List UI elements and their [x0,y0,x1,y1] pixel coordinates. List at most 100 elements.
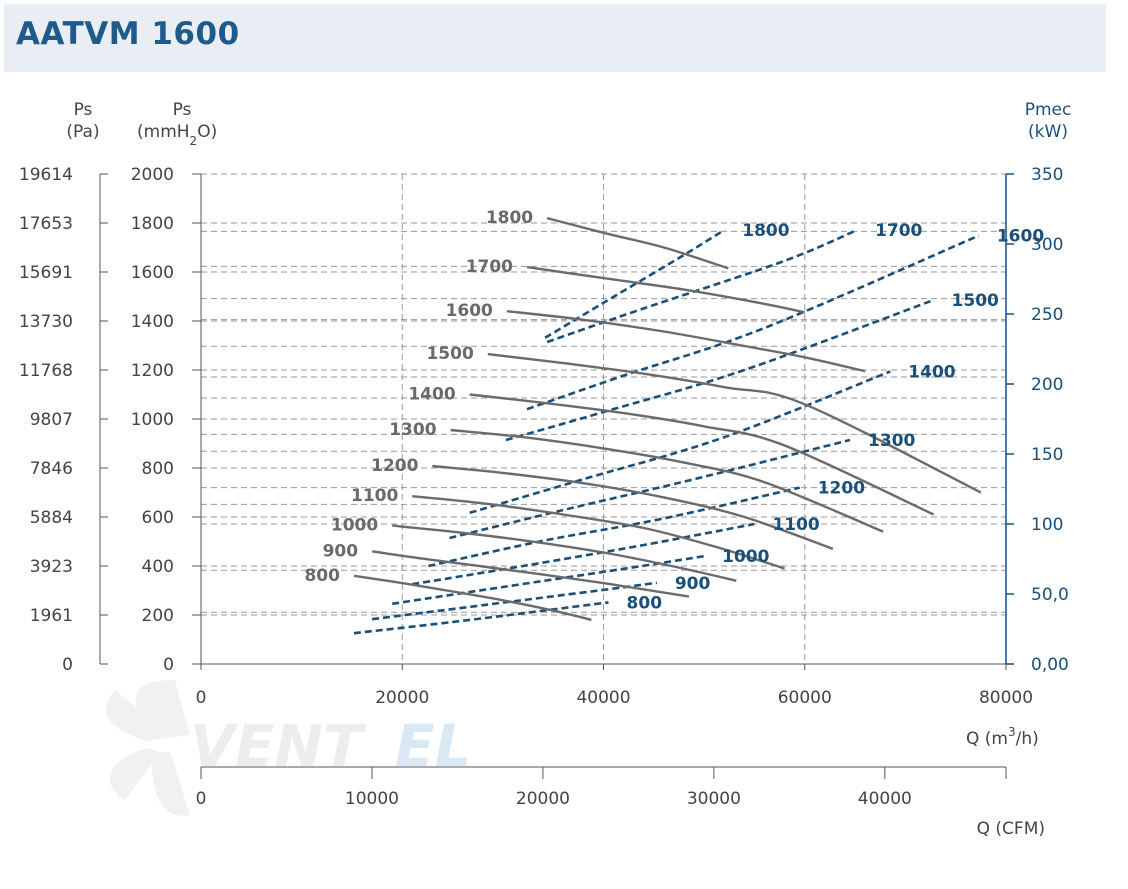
kw-tick-label: 0,00 [1031,655,1069,675]
pressure-curve-1000 [392,524,737,582]
grid [201,173,1006,664]
pressure-curve-1600 [506,310,866,373]
kw-tick-label: 250 [1031,305,1063,325]
power-curve-1800 [544,228,725,339]
pa-tick-label: 11768 [19,361,73,381]
pressure-curve-1400 [469,393,935,516]
power-label-900: 900 [675,574,711,594]
mm-tick-label: 0 [163,655,174,675]
cfm-tick-label: 30000 [687,789,741,809]
kw-tick-label: 150 [1031,445,1063,465]
kw-tick-label: 350 [1031,165,1063,185]
ps-mm-title: Ps [173,100,192,120]
mm-tick-label: 1600 [131,263,174,283]
kw-tick-label: 200 [1031,375,1063,395]
pressure-curve-900 [371,550,690,598]
q-tick-label: 80000 [979,688,1033,708]
power-curve-1700 [546,228,858,344]
pa-tick-label: 19614 [19,165,73,185]
pressure-label-1500: 1500 [426,344,473,364]
logo-text-el: EL [395,712,472,780]
pa-tick-label: 1961 [30,606,73,626]
mm-tick-label: 200 [142,606,174,626]
power-curve-1500 [505,298,935,442]
kw-tick-label: 50,0 [1031,585,1069,605]
pa-tick-label: 5884 [30,508,73,528]
pa-tick-label: 13730 [19,312,73,332]
power-label-1300: 1300 [868,431,915,451]
pa-tick-label: 3923 [30,557,73,577]
power-label-1100: 1100 [772,515,819,535]
pressure-curve-800 [353,574,592,622]
labels: 8009001000110012001300140015001600170018… [304,208,1044,613]
mm-tick-label: 800 [142,459,174,479]
power-curve-800 [353,601,609,635]
power-curve-1400 [469,370,891,515]
pressure-label-900: 900 [323,541,359,561]
mm-tick-label: 1200 [131,361,174,381]
pa-tick-label: 17653 [19,214,73,234]
chart-title: AATVM 1600 [16,16,240,52]
power-label-1200: 1200 [818,479,865,499]
q-tick-label: 60000 [778,688,832,708]
pressure-curve-1500 [487,352,982,494]
cfm-tick-label: 40000 [858,789,912,809]
power-label-1700: 1700 [875,221,922,241]
pressure-curve-1200 [432,464,834,551]
pressure-label-800: 800 [304,566,340,586]
pressure-curve-1700 [526,265,806,314]
axes: 19614 17653 15691 13730 11768 9807 7846 5884 392… [19,100,1071,839]
pressure-label-1800: 1800 [486,208,533,228]
q-tick-label: 0 [196,688,207,708]
kw-tick-label: 100 [1031,515,1063,535]
pressure-curve-1800 [546,216,729,270]
power-curve-1000 [392,554,705,606]
q-tick-label: 40000 [576,688,630,708]
pa-tick-label: 9807 [30,410,73,430]
pressure-label-1200: 1200 [371,456,418,476]
pressure-label-1100: 1100 [351,486,398,506]
mm-tick-label: 600 [142,508,174,528]
power-curve-1200 [428,486,800,568]
pa-tick-label: 15691 [19,263,73,283]
power-curve-1100 [412,522,755,586]
pressure-label-1000: 1000 [331,516,378,536]
mm-tick-label: 400 [142,557,174,577]
pressure-curve-1100 [412,495,785,570]
cfm-tick-label: 0 [196,789,207,809]
pa-tick-label: 7846 [30,459,73,479]
mm-tick-label: 1800 [131,214,174,234]
pressure-label-1600: 1600 [446,301,493,321]
cfm-tick-label: 10000 [345,789,399,809]
ps-mm-unit: (mmH2O) [137,122,217,148]
q-cfm-title: Q (CFM) [977,819,1045,839]
ventel-logo: VENT EL [106,680,472,816]
ps-pa-title: Ps [74,100,93,120]
fan-blade-icon [106,680,190,816]
power-label-1500: 1500 [952,291,999,311]
mm-tick-label: 1400 [131,312,174,332]
title-bar [4,4,1106,72]
cfm-tick-label: 20000 [516,789,570,809]
mm-tick-label: 1000 [131,410,174,430]
pressure-label-1400: 1400 [408,385,455,405]
mm-tick-label: 2000 [131,165,174,185]
power-label-800: 800 [627,593,663,613]
q-tick-label: 20000 [375,688,429,708]
q-m3h-title: Q (m3/h) [966,725,1039,749]
power-curve-1600 [526,234,980,411]
kw-tick-label: 300 [1031,235,1063,255]
power-label-1800: 1800 [742,221,789,241]
logo-text: VENT [190,712,367,780]
pressure-label-1700: 1700 [466,257,513,277]
pmec-unit: (kW) [1028,122,1068,142]
pmec-title: Pmec [1025,100,1072,120]
pressure-curves [353,216,982,622]
power-label-1000: 1000 [722,547,769,567]
pa-tick-label: 0 [62,655,73,675]
power-label-1400: 1400 [908,362,955,382]
pressure-curve-1300 [450,428,884,533]
power-label-1600: 1600 [997,227,1044,247]
pressure-label-1300: 1300 [389,420,436,440]
